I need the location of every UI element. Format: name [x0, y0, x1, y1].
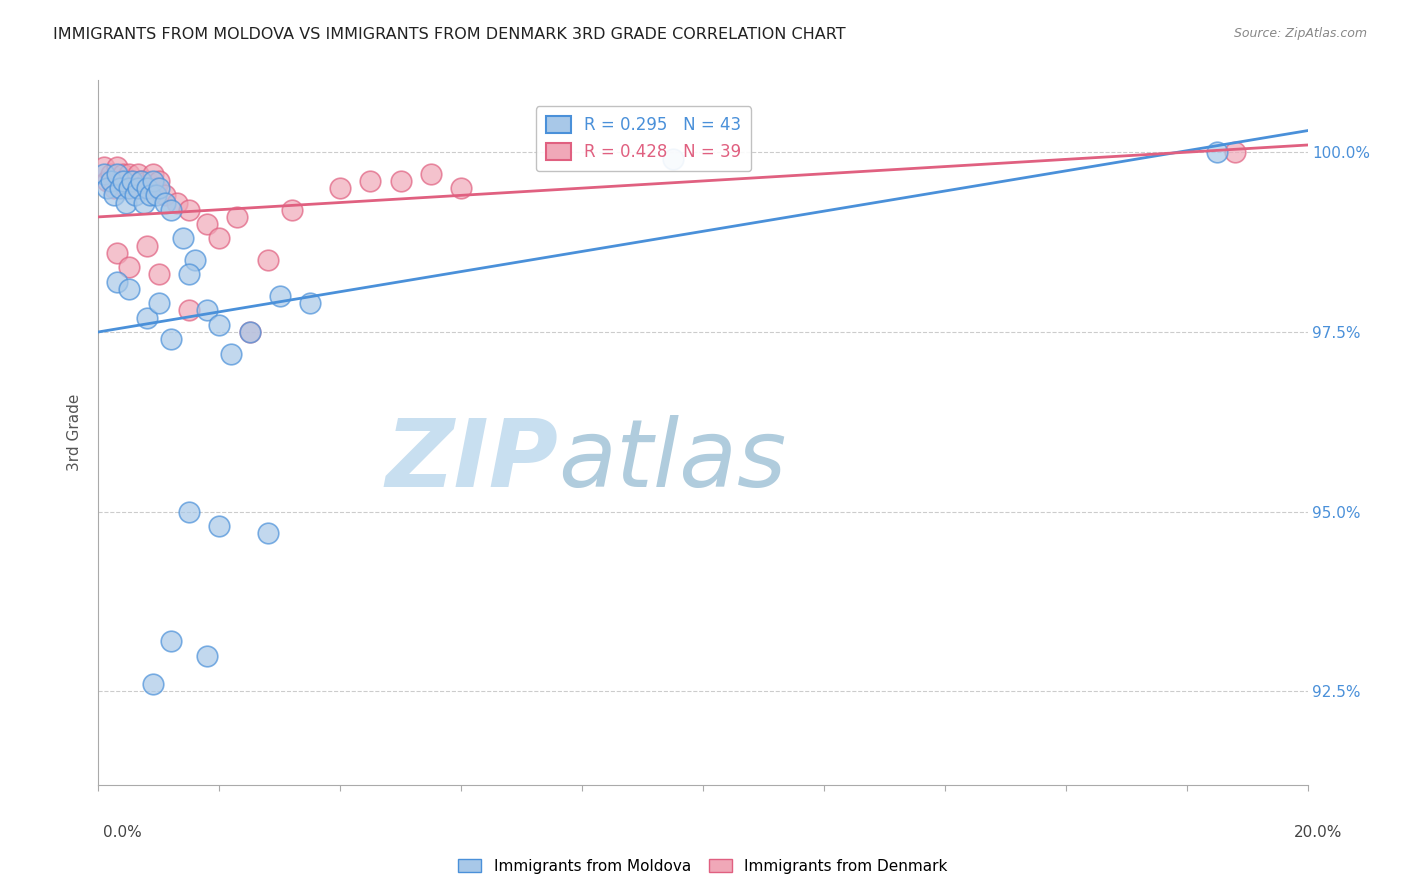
Point [195, 217, 218, 231]
Point [118, 181, 141, 195]
Point [135, 181, 157, 195]
Point [256, 526, 278, 541]
Point [360, 174, 382, 188]
Point [96, 174, 118, 188]
Text: IMMIGRANTS FROM MOLDOVA VS IMMIGRANTS FROM DENMARK 3RD GRADE CORRELATION CHART: IMMIGRANTS FROM MOLDOVA VS IMMIGRANTS FR… [53, 27, 846, 42]
Point [153, 188, 176, 202]
Point [221, 346, 243, 360]
Point [108, 181, 131, 195]
Point [145, 188, 167, 202]
Point [208, 519, 231, 533]
Point [153, 195, 176, 210]
Point [93, 160, 115, 174]
Point [160, 202, 183, 217]
Point [195, 648, 218, 663]
Point [179, 505, 201, 519]
Point [299, 296, 322, 310]
Point [118, 260, 141, 275]
Point [124, 181, 146, 195]
Point [172, 231, 194, 245]
Point [135, 310, 157, 325]
Point [124, 188, 146, 202]
Point [105, 160, 128, 174]
Point [329, 181, 352, 195]
Point [105, 245, 128, 260]
Point [256, 253, 278, 268]
Point [148, 296, 170, 310]
Point [127, 167, 149, 181]
Point [108, 174, 131, 188]
Text: 0.0%: 0.0% [103, 825, 142, 840]
Point [142, 167, 165, 181]
Point [103, 181, 125, 195]
Point [208, 231, 231, 245]
Point [139, 188, 162, 202]
Point [179, 202, 201, 217]
Point [103, 188, 125, 202]
Point [100, 167, 122, 181]
Text: atlas: atlas [558, 416, 786, 507]
Point [100, 174, 122, 188]
Point [111, 167, 134, 181]
Point [121, 174, 143, 188]
Text: 20.0%: 20.0% [1295, 825, 1343, 840]
Point [148, 174, 170, 188]
Point [661, 153, 683, 167]
Point [420, 167, 443, 181]
Point [142, 677, 165, 691]
Text: ZIP: ZIP [385, 415, 558, 507]
Point [118, 282, 141, 296]
Point [148, 268, 170, 282]
Point [105, 275, 128, 289]
Point [132, 181, 155, 195]
Point [105, 167, 128, 181]
Point [121, 174, 143, 188]
Point [135, 174, 157, 188]
Point [184, 253, 207, 268]
Point [269, 289, 291, 303]
Point [226, 210, 249, 224]
Point [389, 174, 412, 188]
Point [179, 303, 201, 318]
Point [450, 181, 472, 195]
Point [145, 181, 167, 195]
Point [239, 325, 262, 339]
Point [1223, 145, 1246, 160]
Point [111, 174, 134, 188]
Point [135, 238, 157, 252]
Point [208, 318, 231, 332]
Point [160, 634, 183, 648]
Point [179, 268, 201, 282]
Point [96, 181, 118, 195]
Point [114, 181, 136, 195]
Y-axis label: 3rd Grade: 3rd Grade [67, 394, 83, 471]
Point [132, 195, 155, 210]
Point [166, 195, 188, 210]
Point [129, 174, 152, 188]
Point [148, 181, 170, 195]
Point [139, 181, 162, 195]
Point [93, 167, 115, 181]
Point [129, 174, 152, 188]
Point [118, 167, 141, 181]
Point [195, 303, 218, 318]
Point [142, 174, 165, 188]
Legend: Immigrants from Moldova, Immigrants from Denmark: Immigrants from Moldova, Immigrants from… [453, 853, 953, 880]
Point [1206, 145, 1229, 160]
Legend: R = 0.295   N = 43, R = 0.428   N = 39: R = 0.295 N = 43, R = 0.428 N = 39 [536, 106, 751, 171]
Text: Source: ZipAtlas.com: Source: ZipAtlas.com [1233, 27, 1367, 40]
Point [239, 325, 262, 339]
Point [281, 202, 304, 217]
Point [160, 332, 183, 346]
Point [114, 195, 136, 210]
Point [127, 181, 149, 195]
